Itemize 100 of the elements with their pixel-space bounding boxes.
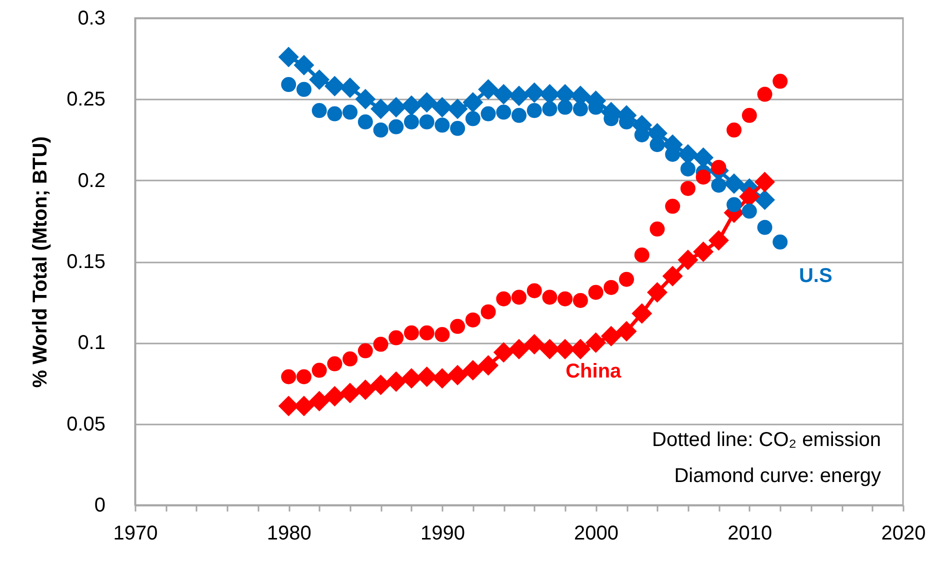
point (680, 180, 696, 196)
point (342, 351, 358, 366)
point (370, 374, 392, 396)
y-tick-label: 0.3 (78, 8, 106, 30)
point (370, 98, 392, 120)
point (512, 290, 526, 305)
y-tick-label: 0.15 (66, 251, 106, 273)
y-tick-label: 0.25 (66, 88, 106, 111)
point (496, 291, 512, 306)
point (281, 77, 296, 92)
point (434, 118, 450, 133)
y-axis-title: % World Total (Mton; BTU) (30, 136, 52, 388)
point (650, 137, 665, 152)
point (542, 290, 558, 305)
point (558, 291, 573, 306)
point (742, 204, 757, 219)
point (558, 100, 573, 115)
point (447, 98, 468, 120)
point (416, 366, 438, 388)
point (404, 325, 419, 340)
point (496, 104, 512, 120)
x-tick-label: 1990 (420, 522, 465, 544)
point (696, 170, 711, 185)
point (324, 76, 345, 96)
point (524, 82, 545, 103)
point (742, 108, 757, 123)
point (478, 79, 499, 100)
point (373, 122, 388, 138)
point (634, 248, 650, 262)
point (312, 362, 327, 378)
point (665, 198, 680, 214)
point (480, 106, 496, 122)
point (358, 114, 373, 130)
point (508, 86, 530, 106)
point (680, 161, 696, 176)
point (358, 343, 373, 358)
point (526, 283, 542, 298)
point (432, 368, 452, 389)
point (386, 97, 406, 118)
point (294, 54, 314, 76)
point (693, 242, 714, 262)
point (757, 86, 772, 102)
point (600, 326, 622, 346)
point (711, 178, 726, 193)
point (278, 46, 299, 68)
point (586, 332, 606, 353)
point (450, 120, 466, 136)
point (512, 108, 526, 123)
point (726, 122, 742, 138)
point (604, 280, 619, 295)
point (662, 266, 683, 286)
point (404, 114, 419, 130)
point (465, 111, 480, 126)
point (432, 97, 452, 118)
point (401, 368, 422, 389)
point (309, 69, 330, 90)
point (711, 160, 726, 175)
point (419, 325, 434, 340)
point (754, 190, 776, 210)
point (312, 103, 327, 118)
point (724, 173, 744, 194)
point (757, 220, 772, 235)
point (373, 336, 388, 352)
point (309, 390, 330, 412)
point (388, 330, 404, 346)
point (388, 119, 404, 134)
point (619, 272, 634, 287)
point (616, 321, 637, 342)
point (772, 74, 788, 89)
point (342, 104, 358, 120)
point (650, 222, 665, 237)
point (646, 282, 668, 303)
point (526, 103, 542, 118)
point (462, 92, 484, 113)
point (754, 172, 776, 192)
point (327, 356, 342, 372)
point (386, 371, 406, 392)
point (572, 101, 588, 116)
point (772, 234, 788, 250)
point (508, 338, 530, 360)
point (327, 106, 342, 122)
point (340, 382, 360, 404)
point (340, 78, 360, 98)
x-tick-label: 2010 (728, 522, 772, 544)
point (480, 304, 496, 320)
annotation: Dotted line: CO₂ emission (652, 429, 881, 451)
point (465, 312, 480, 328)
point (542, 101, 558, 116)
point (478, 355, 499, 376)
point (416, 92, 438, 113)
point (401, 95, 422, 116)
point (493, 84, 514, 105)
point (462, 360, 484, 381)
x-tick-label: 2020 (881, 522, 926, 544)
point (434, 327, 450, 342)
point (281, 369, 296, 384)
y-tick-label: 0.05 (66, 413, 106, 436)
point (355, 379, 376, 400)
series-label: U.S (798, 265, 832, 288)
point (324, 386, 345, 406)
